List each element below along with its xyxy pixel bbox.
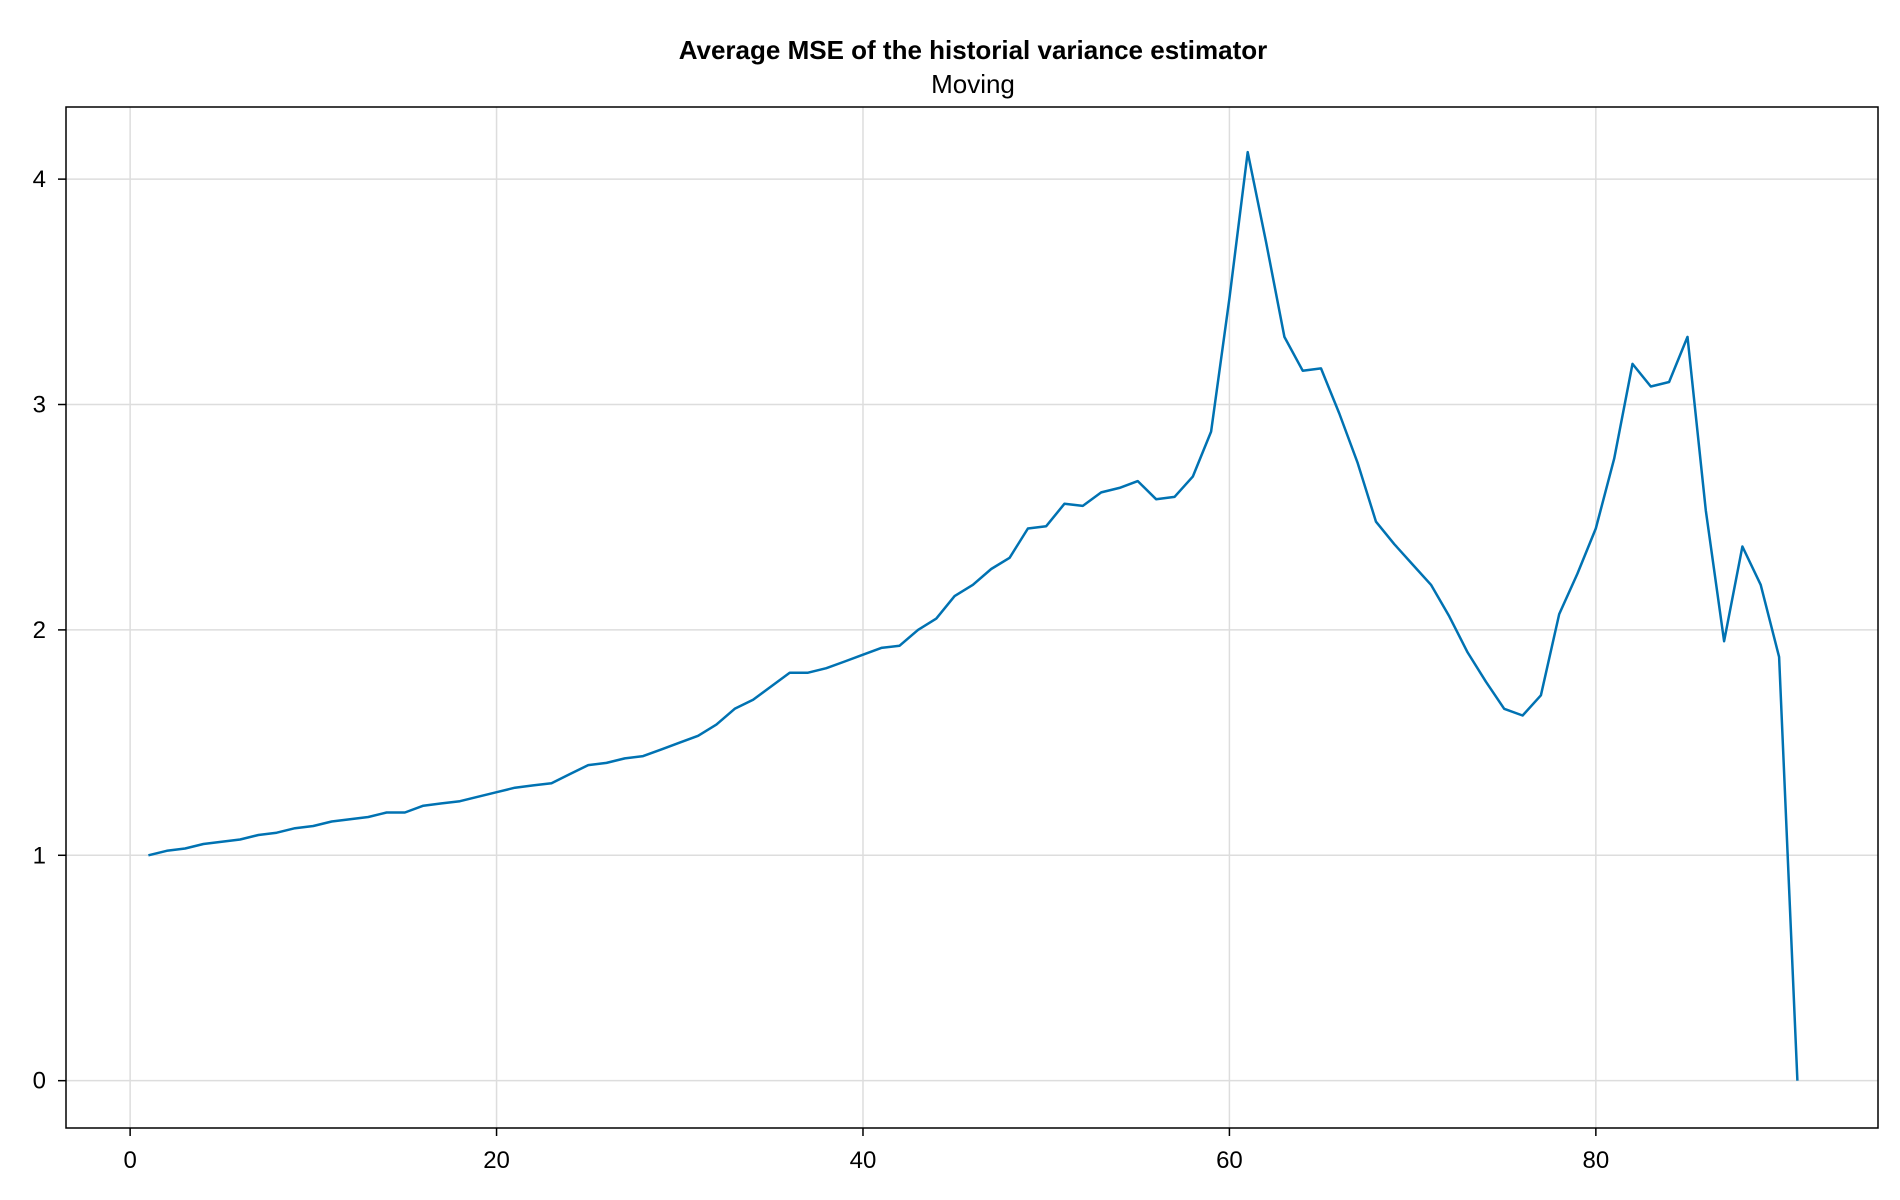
y-tick-label: 2 — [33, 617, 46, 644]
x-tick-label: 40 — [850, 1147, 877, 1174]
x-tick-label: 0 — [123, 1147, 136, 1174]
plot-frame — [65, 106, 1879, 1129]
chart-subtitle: Moving — [931, 69, 1015, 99]
y-tick-label: 0 — [33, 1068, 46, 1095]
x-tick-label: 60 — [1216, 1147, 1243, 1174]
series-line — [148, 150, 1799, 1081]
x-tick-label: 20 — [483, 1147, 510, 1174]
grid-lines — [66, 107, 1878, 1128]
y-tick-label: 4 — [33, 166, 46, 193]
x-tick-label: 80 — [1582, 1147, 1609, 1174]
axis-ticks: 0 20 40 60 80 0 1 2 3 4 — [33, 166, 1610, 1174]
chart-title: Average MSE of the historial variance es… — [679, 35, 1268, 65]
series-layer — [148, 150, 1799, 1081]
y-tick-label: 3 — [33, 392, 46, 419]
y-tick-label: 1 — [33, 842, 46, 869]
